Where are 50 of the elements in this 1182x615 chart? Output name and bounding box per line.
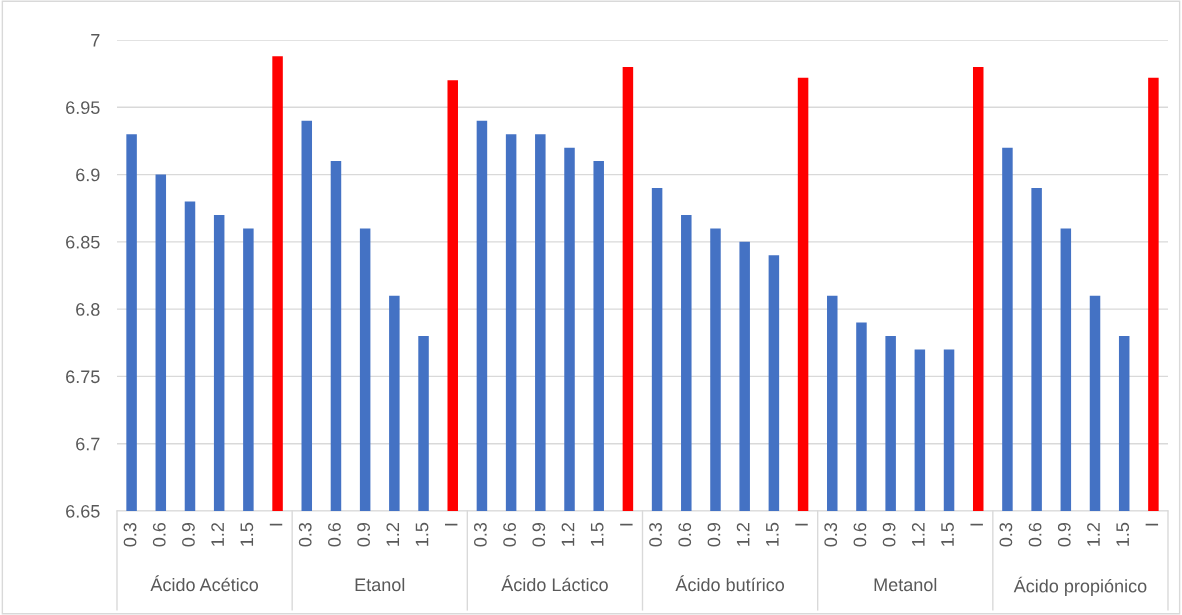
- y-tick-label: 6.85: [66, 235, 100, 249]
- y-tick-label: 6.95: [66, 101, 100, 115]
- x-tick-label: 1.2: [1087, 523, 1100, 546]
- text: Ácido Acético: [150, 575, 259, 592]
- text: Ácido Láctico: [501, 575, 608, 592]
- x-tick-label: 1.5: [415, 522, 429, 546]
- x-tick-label: 0.6: [853, 522, 867, 547]
- x-tick-label: 1.5: [766, 522, 779, 546]
- x-tick-label: 1.2: [911, 523, 925, 546]
- text: Ácido propiónico: [1013, 576, 1147, 597]
- x-tick-label: 0.3: [123, 522, 137, 547]
- x-tick-label: 0.3: [473, 522, 487, 547]
- x-tick-label: I: [620, 523, 633, 526]
- x-tick-label: I: [970, 523, 983, 526]
- x-tick-label: 0.9: [1057, 522, 1071, 547]
- text: Ácido butírico: [675, 575, 785, 592]
- y-tick-label: 6.8: [76, 303, 100, 316]
- x-tick-label: I: [269, 523, 283, 526]
- x-tick-label: 0.3: [649, 522, 662, 547]
- x-tick-label: I: [795, 523, 808, 526]
- x-tick-label: 0.3: [824, 522, 838, 547]
- text: Metanol: [874, 577, 937, 592]
- x-tick-label: 0.9: [182, 522, 195, 547]
- x-tick-label: I: [444, 523, 458, 526]
- x-tick-label: 1.2: [386, 523, 400, 546]
- x-tick-label: 0.9: [707, 522, 721, 547]
- x-tick-label: 0.6: [328, 522, 341, 547]
- x-tick-label: 1.5: [590, 522, 604, 546]
- x-tick-label: 0.9: [882, 522, 896, 547]
- y-tick-label: 6.9: [76, 168, 100, 182]
- x-tick-label: 0.6: [1028, 522, 1042, 547]
- y-tick-label: 6.65: [66, 504, 100, 518]
- x-tick-label: 0.3: [298, 522, 312, 547]
- x-tick-label: 1.2: [211, 523, 224, 546]
- y-tick-label: 7: [91, 34, 100, 47]
- x-tick-label: 0.6: [152, 522, 166, 547]
- x-tick-label: 0.9: [357, 522, 370, 547]
- y-tick-label: 6.75: [66, 370, 100, 384]
- x-tick-label: 1.5: [1116, 522, 1130, 546]
- x-tick-label: 1.5: [240, 522, 254, 546]
- text: Etanol: [355, 577, 405, 592]
- x-tick-label: 0.6: [678, 522, 692, 547]
- x-tick-label: 0.9: [532, 522, 546, 547]
- x-tick-label: 1.2: [736, 523, 750, 546]
- x-tick-label: I: [1145, 523, 1159, 526]
- x-tick-label: 0.3: [999, 522, 1013, 547]
- x-tick-label: 1.2: [561, 523, 575, 546]
- x-tick-label: 0.6: [503, 522, 516, 547]
- x-tick-label: 1.5: [941, 522, 954, 546]
- y-tick-label: 6.7: [76, 437, 100, 451]
